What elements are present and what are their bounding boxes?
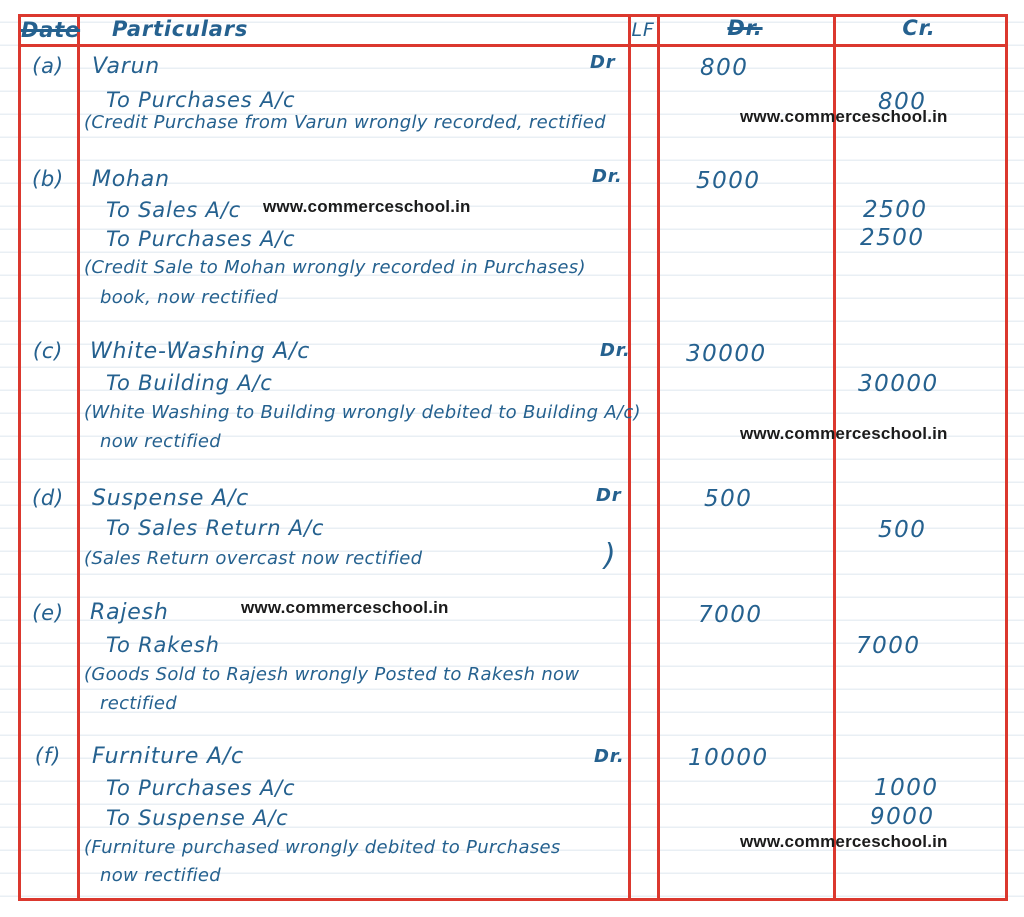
entry-a-credit-line: To Purchases A/c: [106, 88, 296, 112]
entry-c-narration: now rectified: [100, 431, 222, 452]
entry-f-narration: now rectified: [100, 865, 222, 886]
entry-a-label: (a): [32, 54, 64, 78]
entry-f-narration: (Furniture purchased wrongly debited to …: [84, 837, 561, 858]
watermark: www.commerceschool.in: [740, 832, 948, 851]
entry-c-debit-amount: 30000: [686, 341, 767, 367]
column-header-lf: LF: [631, 19, 655, 41]
entry-f-credit-line: To Suspense A/c: [106, 806, 289, 830]
entry-e-narration: rectified: [100, 693, 177, 714]
table-header-divider: [18, 44, 1008, 47]
entry-f-credit-amount: 1000: [874, 775, 939, 801]
column-header-cr: Cr.: [902, 16, 936, 40]
entry-b-credit-line: To Purchases A/c: [106, 227, 296, 251]
entry-b-label: (b): [31, 167, 65, 191]
entry-b-narration: (Credit Sale to Mohan wrongly recorded i…: [84, 257, 586, 278]
entry-b-debit-account: Mohan: [92, 167, 170, 192]
entry-a-debit-account: Varun: [92, 54, 161, 79]
entry-c-dr-mark: Dr.: [600, 340, 631, 361]
entry-c-label: (c): [32, 339, 64, 363]
entry-a-dr-mark: Dr: [590, 52, 616, 73]
entry-f-label: (f): [34, 744, 62, 768]
column-header-dr: Dr.: [727, 16, 763, 40]
entry-d-narration-close-paren: ): [604, 538, 617, 573]
lf-column-divider-right: [657, 14, 660, 901]
watermark: www.commerceschool.in: [241, 598, 449, 617]
entry-e-label: (e): [32, 601, 64, 625]
entry-b-credit-amount: 2500: [860, 225, 925, 251]
entry-b-dr-mark: Dr.: [592, 166, 623, 187]
date-column-divider: [77, 14, 80, 901]
entry-e-credit-amount: 7000: [856, 633, 921, 659]
entry-e-debit-account: Rajesh: [90, 600, 169, 625]
watermark: www.commerceschool.in: [740, 107, 948, 126]
entry-b-credit-line: To Sales A/c: [106, 198, 241, 222]
entry-a-narration: (Credit Purchase from Varun wrongly reco…: [84, 112, 606, 133]
column-header-particulars: Particulars: [112, 17, 249, 41]
entry-a-debit-amount: 800: [700, 55, 749, 81]
entry-f-debit-account: Furniture A/c: [92, 744, 244, 769]
entry-a-credit-amount: 800: [878, 89, 927, 115]
entry-d-dr-mark: Dr: [596, 485, 622, 506]
entry-f-credit-line: To Purchases A/c: [106, 776, 296, 800]
entry-e-narration: (Goods Sold to Rajesh wrongly Posted to …: [84, 664, 580, 685]
entry-c-debit-account: White-Washing A/c: [90, 339, 311, 364]
table-border-top: [18, 14, 1008, 17]
entry-d-credit-amount: 500: [878, 517, 927, 543]
column-header-date: Date: [21, 18, 81, 42]
entry-d-debit-amount: 500: [704, 486, 753, 512]
entry-f-debit-amount: 10000: [688, 745, 769, 771]
entry-c-narration: (White Washing to Building wrongly debit…: [84, 402, 641, 423]
entry-d-label: (d): [31, 486, 65, 510]
table-border-right: [1005, 14, 1008, 901]
watermark: www.commerceschool.in: [263, 197, 471, 216]
entry-d-credit-line: To Sales Return A/c: [106, 516, 325, 540]
entry-c-credit-line: To Building A/c: [106, 371, 273, 395]
table-border-bottom: [18, 898, 1008, 901]
entry-c-credit-amount: 30000: [858, 371, 939, 397]
entry-e-debit-amount: 7000: [698, 602, 763, 628]
entry-d-debit-account: Suspense A/c: [92, 486, 249, 511]
dr-cr-column-divider: [833, 14, 836, 901]
entry-e-credit-line: To Rakesh: [106, 633, 220, 657]
table-border-left: [18, 14, 21, 901]
entry-f-dr-mark: Dr.: [594, 746, 625, 767]
entry-b-narration: book, now rectified: [100, 287, 279, 308]
entry-d-narration: (Sales Return overcast now rectified: [84, 548, 423, 569]
lf-column-divider-left: [628, 14, 631, 901]
entry-b-credit-amount: 2500: [863, 197, 928, 223]
entry-f-credit-amount: 9000: [870, 804, 935, 830]
watermark: www.commerceschool.in: [740, 424, 948, 443]
entry-b-debit-amount: 5000: [696, 168, 761, 194]
